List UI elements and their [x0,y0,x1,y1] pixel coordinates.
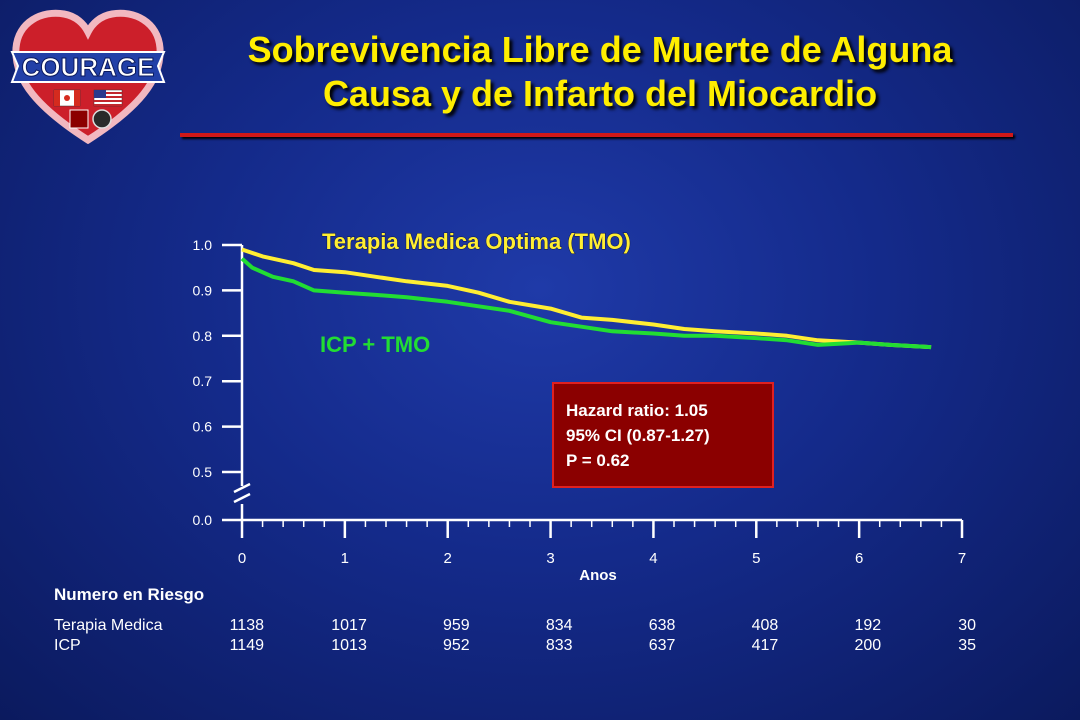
axes: 1.0 0.9 0.8 0.7 0.6 0.5 0.0 0 1 2 3 4 5 6 7 [193,237,967,567]
y-tick-label: 0.8 [193,328,213,344]
slide-title: Sobrevivencia Libre de Muerte de Alguna … [180,28,1020,116]
axis-break-mark [233,482,251,494]
risk-cell: 637 [648,637,676,654]
risk-cell: 959 [443,617,470,634]
logo-text: COURAGE [22,52,155,82]
axis-break-mark [233,492,251,504]
risk-cell: 834 [545,617,573,634]
risk-cell: 1013 [331,637,367,654]
y-tick-label: 0.0 [193,512,213,528]
x-tick-label: 4 [649,550,657,567]
x-tick-label: 0 [238,550,246,567]
risk-cell: 1138 [229,617,264,634]
series-label-icp: ICP + TMO [320,332,430,357]
risk-row-label: ICP [54,637,81,654]
series-line-icp [240,257,932,350]
canada-flag-icon [53,89,81,107]
risk-cell: 1017 [331,617,367,634]
hazard-ratio-text: Hazard ratio: 1.05 [566,401,708,420]
survival-chart: 1.0 0.9 0.8 0.7 0.6 0.5 0.0 0 1 2 3 4 5 6 7 Terapia Me… [193,228,967,584]
x-axis-label: Anos [579,567,617,584]
risk-cell: 833 [545,637,573,654]
risk-row-tmo: Terapia Medica 1138 1017 959 834 638 408 192 30 [54,617,1044,637]
risk-cell: 200 [854,637,882,654]
risk-row-icp: ICP 1149 1013 952 833 637 417 200 35 [54,637,1044,657]
logo-banner [10,51,166,83]
x-tick-label: 3 [546,550,554,567]
title-rule [180,133,1013,137]
x-tick-label: 7 [958,550,966,567]
y-tick-label: 0.6 [193,419,213,435]
x-tick-label: 5 [752,550,760,567]
p-value-text: P = 0.62 [566,451,630,470]
x-tick-label: 1 [341,550,349,567]
risk-cell: 1149 [229,637,264,654]
x-tick-label: 2 [444,550,452,567]
risk-cell: 192 [854,617,882,634]
risk-cell: 408 [751,617,779,634]
confidence-interval-text: 95% CI (0.87-1.27) [566,426,710,445]
y-tick-label: 0.7 [193,373,213,389]
usa-flag-icon [93,89,123,107]
y-tick-label: 1.0 [193,237,213,253]
risk-cell: 638 [648,617,676,634]
hazard-ratio-box: Hazard ratio: 1.05 95% CI (0.87-1.27) P … [552,382,774,488]
risk-cell: 417 [751,637,779,654]
risk-row-label: Terapia Medica [54,617,163,634]
seal-icon [69,109,112,129]
x-tick-label: 6 [855,550,863,567]
y-tick-label: 0.9 [193,282,213,298]
series-label-tmo: Terapia Medica Optima (TMO) [322,229,631,254]
numbers-at-risk-table: Numero en Riesgo Terapia Medica 1138 1017… [54,585,1044,657]
risk-cell: 35 [958,637,976,654]
risk-cell: 952 [443,637,470,654]
y-tick-label: 0.5 [193,464,213,480]
risk-cell: 30 [958,617,976,634]
series-lines [240,247,932,350]
risk-table-title: Numero en Riesgo [54,585,205,604]
series-line-tmo [241,247,932,350]
title-line-2: Causa y de Infarto del Miocardio [322,73,878,114]
title-line-1: Sobrevivencia Libre de Muerte de Alguna [247,29,953,70]
courage-logo: COURAGE [10,9,166,144]
